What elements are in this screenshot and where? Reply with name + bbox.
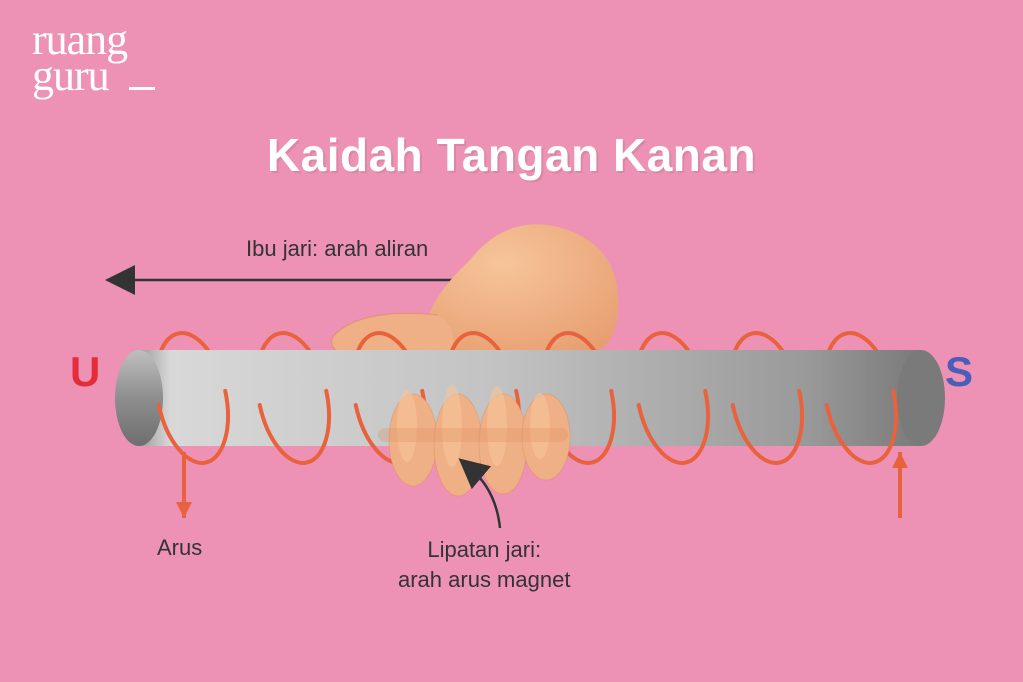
pole-south-label: S (945, 348, 973, 396)
label-fingers-line2: arah arus magnet (398, 565, 570, 595)
label-current: Arus (157, 535, 202, 561)
diagram-area: Ibu jari: arah aliran (0, 190, 1023, 610)
brand-logo: ruang guru (32, 22, 127, 94)
label-fingers: Lipatan jari: arah arus magnet (398, 535, 570, 594)
label-fingers-line1: Lipatan jari: (398, 535, 570, 565)
pole-north-label: U (70, 348, 100, 396)
infographic-canvas: ruang guru Kaidah Tangan Kanan Ibu jari:… (0, 0, 1023, 682)
hand-back (331, 224, 618, 360)
logo-line2: guru (32, 58, 127, 94)
diagram-title: Kaidah Tangan Kanan (0, 128, 1023, 182)
